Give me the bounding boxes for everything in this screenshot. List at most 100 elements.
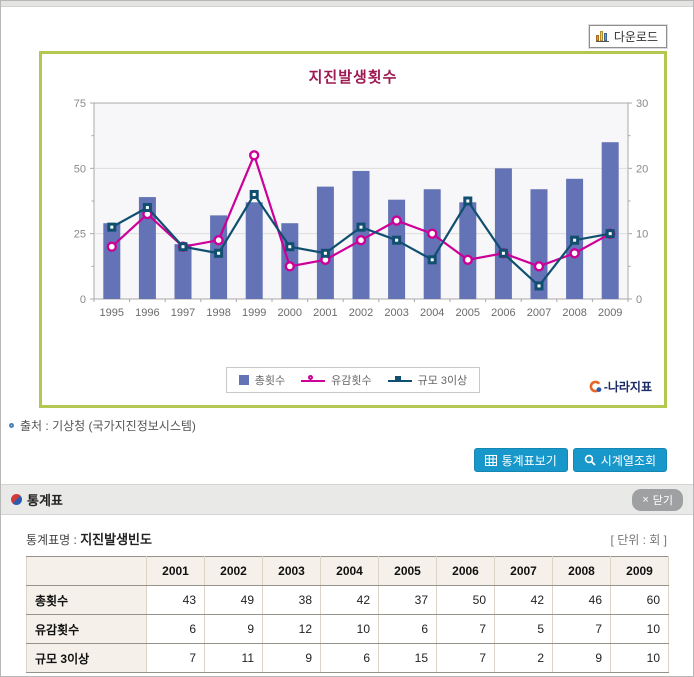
table-cell: 60 — [610, 585, 669, 615]
stats-section-title-wrap: 통계표 — [11, 490, 63, 509]
year-header: 2004 — [320, 556, 379, 586]
stats-section-title: 통계표 — [27, 493, 63, 508]
table-cell: 10 — [610, 614, 669, 644]
corner-cell — [26, 556, 147, 586]
marker-circle — [391, 215, 402, 226]
year-header: 2005 — [378, 556, 437, 586]
table-name-line: 통계표명 : 지진발생빈도 — [26, 529, 152, 548]
marker-square-center — [395, 238, 399, 242]
x-axis-label: 2000 — [278, 307, 302, 319]
table-cell: 7 — [436, 643, 495, 673]
chart-panel: 지진발생횟수 0 25 50 75 0 10 20 30 1995 1996 1997 1998 199… — [39, 51, 667, 408]
marker-square-center — [145, 206, 149, 210]
chart-legend: 총횟수 유감횟수 규모 3이상 — [42, 367, 664, 393]
table-cell: 6 — [146, 614, 205, 644]
row-label: 규모 3이상 — [26, 643, 147, 673]
marker-circle — [462, 254, 473, 266]
square-marker-icon — [387, 375, 412, 386]
bar-total — [281, 223, 299, 299]
x-axis-label: 2002 — [349, 307, 373, 319]
table-cell: 5 — [494, 614, 553, 644]
bar-total — [423, 189, 441, 299]
table-cell: 50 — [436, 585, 495, 615]
marker-circle — [427, 228, 438, 239]
year-header: 2003 — [262, 556, 321, 586]
bar-total — [530, 189, 548, 299]
x-axis-label: 2001 — [313, 307, 337, 319]
bar-total — [388, 199, 406, 299]
marker-square-center — [252, 192, 256, 196]
bullet-icon — [9, 423, 14, 428]
legend-label-total: 총횟수 — [254, 375, 286, 387]
unit-label: [ 단위 : 회 ] — [610, 533, 667, 547]
x-axis-label: 1995 — [100, 307, 124, 319]
view-table-label: 통계표보기 — [501, 453, 557, 468]
table-cell: 10 — [610, 643, 669, 673]
table-cell: 9 — [552, 643, 611, 673]
right-axis-label: 30 — [636, 98, 648, 110]
marker-square-center — [323, 251, 327, 255]
download-button[interactable]: 다운로드 — [587, 24, 669, 49]
table-cell: 42 — [320, 585, 379, 615]
stats-table: 2001 2002 2003 2004 2005 2006 2007 2008 2009 총횟수… — [26, 556, 669, 673]
earthquake-chart: 0 25 50 75 0 10 20 30 1995 1996 1997 1998 1999 2000 20… — [74, 98, 649, 319]
table-cell: 7 — [552, 614, 611, 644]
x-axis-label: 2006 — [491, 307, 515, 319]
table-cell: 2 — [494, 643, 553, 673]
x-axis-label: 1999 — [242, 307, 266, 319]
legend-item-felt: 유감횟수 — [301, 372, 372, 388]
close-icon: × — [642, 493, 649, 506]
view-table-button[interactable]: 통계표보기 — [473, 448, 568, 472]
marker-circle — [106, 241, 118, 252]
marker-square-center — [181, 245, 185, 249]
table-cell: 46 — [552, 585, 611, 615]
table-meta: 통계표명 : 지진발생빈도 [ 단위 : 회 ] — [26, 529, 667, 548]
table-cell: 49 — [204, 585, 263, 615]
bar-total — [138, 197, 156, 299]
table-cell: 43 — [146, 585, 205, 615]
row-label: 유감횟수 — [26, 614, 147, 644]
stats-table-head: 2001 2002 2003 2004 2005 2006 2007 2008 2009 — [26, 556, 669, 586]
enara-logo-icon — [589, 380, 602, 393]
top-strip — [1, 1, 693, 7]
circle-marker-icon — [301, 375, 326, 386]
marker-circle — [533, 261, 545, 272]
bar-chart-icon — [595, 31, 609, 42]
source-line: 출처 : 기상청 (국가지진정보시스템) — [9, 417, 693, 434]
bar-swatch-icon — [238, 375, 249, 385]
swirl-icon — [11, 494, 22, 505]
marker-circle — [284, 261, 296, 272]
marker-square-center — [217, 251, 221, 255]
table-cell: 6 — [378, 614, 437, 644]
time-series-button[interactable]: 시계열조회 — [572, 448, 667, 472]
time-series-label: 시계열조회 — [600, 453, 656, 468]
close-button[interactable]: × 닫기 — [632, 488, 683, 511]
table-cell: 10 — [320, 614, 379, 644]
x-axis-label: 2003 — [384, 307, 408, 319]
x-axis-label: 1997 — [171, 307, 195, 319]
left-axis-label: 50 — [74, 163, 86, 175]
year-header: 2008 — [552, 556, 611, 586]
table-cell: 38 — [262, 585, 321, 615]
marker-square-center — [608, 232, 612, 236]
marker-circle — [355, 234, 367, 246]
table-name: 지진발생빈도 — [80, 532, 152, 547]
table-icon — [484, 454, 497, 466]
year-header: 2007 — [494, 556, 553, 586]
left-axis-label: 75 — [74, 98, 86, 110]
table-row: 규모 3이상 7 11 9 6 15 7 2 9 10 — [26, 643, 669, 673]
table-cell: 37 — [378, 585, 437, 615]
table-cell: 9 — [204, 614, 263, 644]
table-cell: 7 — [146, 643, 205, 673]
download-label: 다운로드 — [613, 30, 658, 44]
source-text: 출처 : 기상청 (국가지진정보시스템) — [20, 419, 196, 433]
enara-brand: -나라지표 — [589, 378, 652, 395]
table-cell: 11 — [204, 643, 263, 673]
marker-square-center — [466, 199, 470, 203]
marker-square-center — [430, 258, 434, 262]
marker-square-center — [359, 225, 363, 229]
table-cell: 9 — [262, 643, 321, 673]
year-header: 2002 — [204, 556, 263, 586]
legend-item-mag3: 규모 3이상 — [387, 372, 467, 388]
table-name-label: 통계표명 : — [26, 533, 77, 547]
